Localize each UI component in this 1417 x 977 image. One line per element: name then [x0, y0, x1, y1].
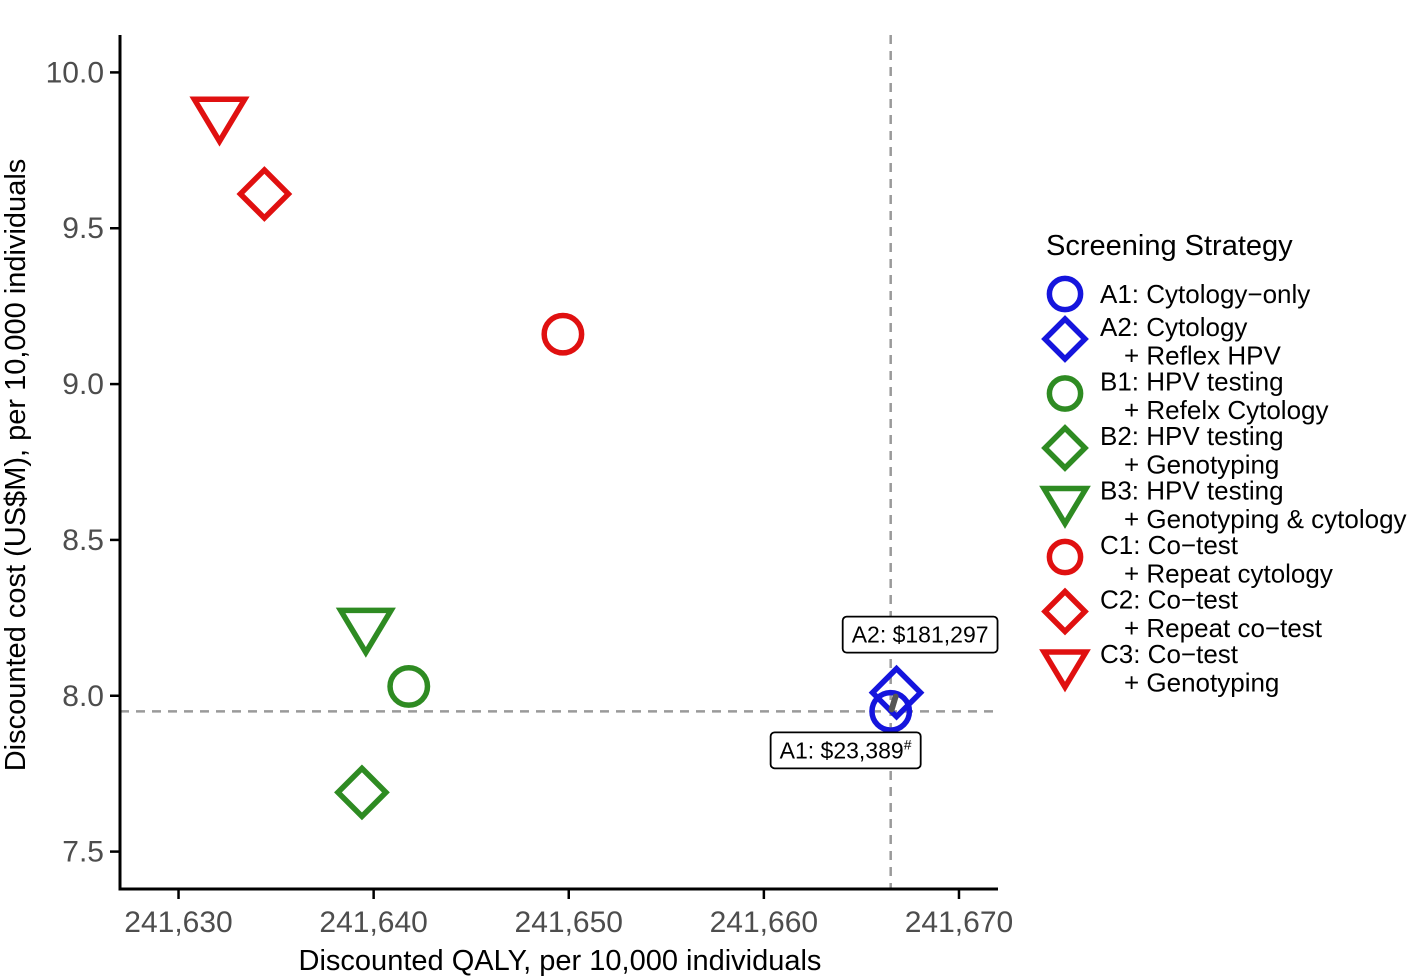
legend: Screening Strategy A1: Cytology−onlyA2: …: [1039, 230, 1407, 698]
legend-marker: [1041, 587, 1089, 636]
point-b3: [335, 607, 396, 658]
legend-marker: [1039, 649, 1091, 693]
point-b2: [334, 764, 390, 821]
legend-title: Screening Strategy: [1046, 230, 1293, 262]
legend-marker: [1041, 424, 1089, 472]
legend-marker: [1046, 538, 1084, 576]
x-tick-label: 241,640: [319, 906, 427, 939]
axes: [118, 35, 998, 891]
y-tick-label: 9.0: [62, 368, 104, 401]
x-tick-label: 241,670: [905, 906, 1013, 939]
annotations: A2: $181,297 A1: $23,389#: [769, 615, 999, 770]
annotation-box: [769, 731, 922, 770]
legend-marker: [1046, 375, 1084, 412]
x-tick-label: 241,630: [124, 906, 232, 939]
x-axis-title: Discounted QALY, per 10,000 individuals: [299, 945, 822, 977]
legend-label: C3: Co−test: [1100, 639, 1239, 669]
annotation-box: [841, 615, 999, 654]
legend-label: C1: Co−test: [1100, 530, 1239, 560]
x-tick-label: 241,650: [515, 906, 623, 939]
y-tick-label: 7.5: [62, 836, 104, 869]
point-c1: [541, 312, 585, 356]
legend-label: + Genotyping: [1124, 450, 1279, 480]
legend-entry: A2: Cytology+ Reflex HPV: [1041, 312, 1281, 371]
legend-entry: C2: Co−test+ Repeat co−test: [1041, 585, 1323, 643]
legend-marker: [1046, 275, 1084, 313]
annotation-superscript: #: [904, 736, 912, 752]
legend-entry: B1: HPV testing+ Refelx Cytology: [1046, 367, 1328, 425]
legend-label: + Repeat co−test: [1124, 613, 1323, 643]
legend-marker: [1039, 485, 1091, 529]
data-points: [189, 96, 925, 821]
legend-marker: [1041, 315, 1089, 363]
icer-arrow: [888, 693, 899, 713]
legend-label: + Genotyping & cytology: [1124, 504, 1407, 534]
y-tick-label: 8.0: [62, 680, 104, 713]
point-b1: [387, 664, 431, 708]
y-tick-label: 9.5: [62, 212, 104, 245]
point-a2: [868, 664, 925, 721]
legend-entry: A1: Cytology−only: [1046, 275, 1310, 313]
legend-label: + Refelx Cytology: [1124, 395, 1328, 425]
x-tick-label: 241,660: [710, 906, 818, 939]
point-a1: [869, 689, 913, 733]
y-tick-label: 8.5: [62, 524, 104, 557]
annotation-a1: A1: $23,389#: [769, 731, 922, 770]
y-axis-ticks: 7.5 8.0 8.5 9.0 9.5 10.0: [46, 56, 120, 869]
legend-label: C2: Co−test: [1100, 585, 1239, 615]
legend-entry: C1: Co−test+ Repeat cytology: [1046, 530, 1333, 589]
point-c3: [189, 96, 250, 147]
y-tick-label: 10.0: [46, 56, 104, 89]
legend-entry: B3: HPV testing+ Genotyping & cytology: [1039, 476, 1407, 534]
legend-entry: C3: Co−test+ Genotyping: [1039, 639, 1279, 698]
legend-label: B2: HPV testing: [1100, 421, 1284, 451]
legend-label: A1: Cytology−only: [1100, 279, 1310, 309]
legend-label: B3: HPV testing: [1100, 476, 1284, 506]
legend-label: + Repeat cytology: [1124, 559, 1333, 589]
legend-label: A2: Cytology: [1100, 312, 1247, 342]
annotation-text: A2: $181,297: [852, 622, 989, 648]
point-c2: [236, 166, 293, 222]
y-axis-title: Discounted cost (US$M), per 10,000 indiv…: [0, 159, 32, 772]
legend-label: + Genotyping: [1124, 668, 1279, 698]
x-axis-ticks: 241,630 241,640 241,650 241,660 241,670: [124, 889, 1013, 939]
legend-label: + Reflex HPV: [1124, 341, 1281, 371]
legend-entry: B2: HPV testing+ Genotyping: [1041, 421, 1284, 480]
annotation-a2: A2: $181,297: [841, 615, 999, 654]
legend-label: B1: HPV testing: [1100, 367, 1284, 397]
annotation-text: A1: $23,389#: [780, 736, 912, 763]
